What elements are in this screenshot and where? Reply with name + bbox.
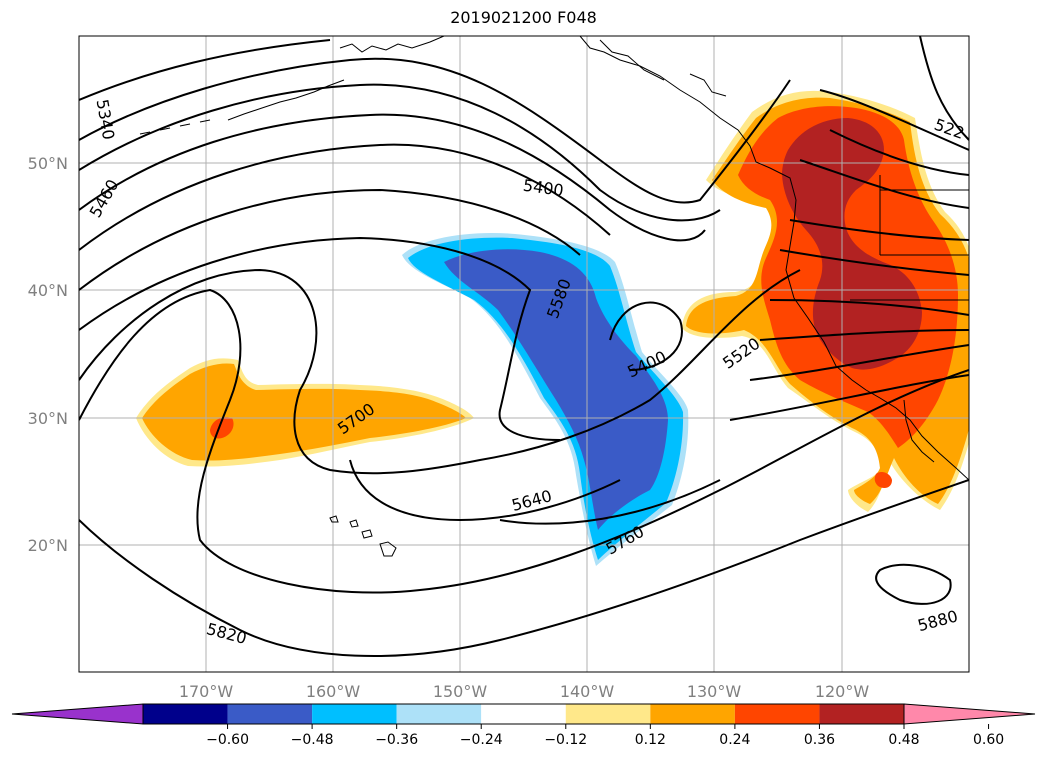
colorbar-tick-label: −0.24 <box>460 732 503 748</box>
positive-anomaly-region-west <box>136 358 474 467</box>
lat-label-30n: 30°N <box>28 409 68 428</box>
lon-label-150w: 150°W <box>433 682 488 701</box>
lat-label-20n: 20°N <box>28 536 68 555</box>
colorbar-bin <box>650 704 735 724</box>
hawaii-kauai <box>329 515 339 523</box>
hawaii-oahu <box>349 519 359 528</box>
colorbar-bin <box>312 704 397 724</box>
colorbar-tick-label: 0.12 <box>635 732 666 748</box>
colorbar-tick-label: 0.24 <box>719 732 750 748</box>
islands <box>139 119 397 557</box>
colorbar-tick-label: −0.60 <box>206 732 249 748</box>
map-title: 2019021200 F048 <box>450 8 597 27</box>
hawaii-maui <box>361 529 373 539</box>
colorbar-bin <box>396 704 482 724</box>
shade-red-orange-patch <box>874 472 892 488</box>
shade-medium-blue <box>444 249 668 530</box>
longitude-labels: 170°W 160°W 150°W 140°W 130°W 120°W <box>179 682 870 701</box>
colorbar-tick-label: 0.60 <box>973 732 1004 748</box>
lon-label-120w: 120°W <box>815 682 870 701</box>
graticule <box>79 36 969 672</box>
colorbar-extend-high <box>903 703 1036 725</box>
colorbar-bin <box>227 704 313 724</box>
colorbar-tick-label: −0.48 <box>291 732 334 748</box>
colorbar-bin <box>819 704 904 724</box>
hawaii-island <box>379 541 397 557</box>
height-contours <box>79 36 969 657</box>
coastlines <box>227 36 969 481</box>
colorbar-frame <box>142 703 905 725</box>
colorbar-extend-low <box>11 703 144 725</box>
colorbar-bin <box>143 704 228 724</box>
latitude-labels: 50°N 40°N 30°N 20°N <box>28 154 68 555</box>
lat-label-50n: 50°N <box>28 154 68 173</box>
colorbar-bin <box>565 704 651 724</box>
colorbar-tick-label: −0.36 <box>375 732 418 748</box>
negative-anomaly-region <box>402 232 689 566</box>
lat-label-40n: 40°N <box>28 281 68 300</box>
shade-dark-red-east <box>782 118 922 370</box>
shade-red-orange-west <box>210 417 234 439</box>
aleutian-chain <box>139 119 211 135</box>
map-plot-area: 5340 5460 5400 5580 5400 5520 5700 5640 … <box>79 36 969 672</box>
colorbar-tick-label: 0.36 <box>804 732 835 748</box>
lon-label-170w: 170°W <box>179 682 234 701</box>
colorbar-tick-label: 0.48 <box>888 732 919 748</box>
colorbar-bin <box>481 704 566 724</box>
map-frame <box>78 35 970 673</box>
colorbar-tick-label: −0.12 <box>544 732 587 748</box>
lon-label-160w: 160°W <box>306 682 361 701</box>
colorbar: −0.60 −0.48 −0.36 −0.24 −0.12 0.12 0.24 0.36 0.4… <box>11 703 1036 748</box>
colorbar-bin <box>734 704 820 724</box>
lon-label-140w: 140°W <box>560 682 615 701</box>
lon-label-130w: 130°W <box>687 682 742 701</box>
